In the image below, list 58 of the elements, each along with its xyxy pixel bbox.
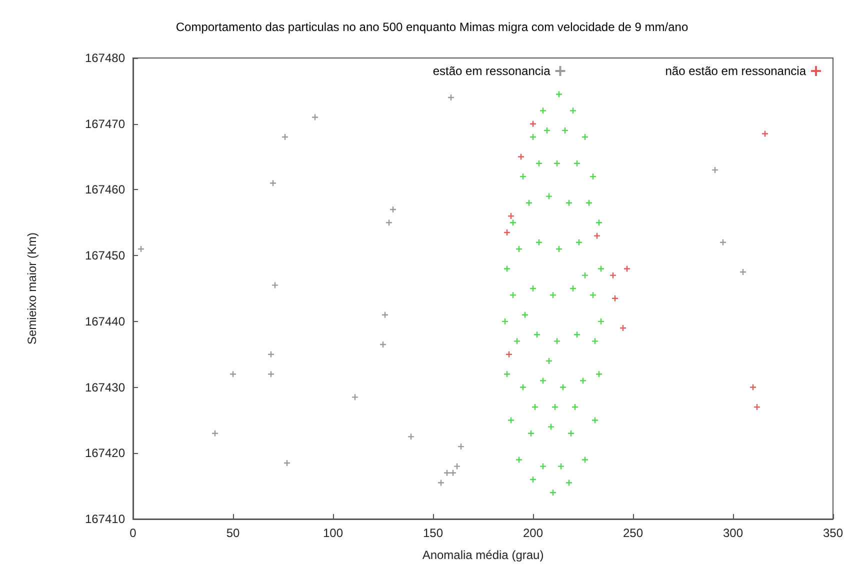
point [438, 480, 444, 486]
point [560, 384, 566, 390]
y-tick-label: 167460 [84, 182, 126, 197]
legend-label: não estão em ressonancia [665, 64, 806, 78]
point [352, 394, 358, 400]
y-tick-label: 167480 [84, 51, 126, 65]
point [570, 108, 576, 114]
point [540, 108, 546, 114]
legend-label: estão em ressonancia [432, 64, 551, 78]
point [272, 282, 278, 288]
point [554, 338, 560, 344]
point [408, 434, 414, 440]
x-tick-label: 50 [226, 526, 240, 540]
point [546, 193, 552, 200]
point [516, 456, 522, 463]
x-tick-label: 250 [622, 526, 644, 540]
point [520, 384, 526, 390]
y-tick-label: 167430 [84, 380, 126, 394]
point [382, 312, 388, 318]
point [548, 424, 554, 430]
point [598, 266, 604, 272]
x-tick-label: 300 [722, 526, 744, 540]
x-tick-label: 0 [130, 526, 137, 540]
point [540, 463, 546, 470]
x-tick-label: 350 [822, 526, 844, 540]
point [580, 378, 586, 384]
y-axis-title: Semieixo maior (Km) [25, 232, 39, 345]
point [508, 417, 514, 424]
point [610, 272, 616, 278]
x-tick-label: 200 [522, 526, 544, 540]
point [550, 490, 556, 496]
x-tick-label: 150 [422, 526, 444, 540]
chart-title: Comportamento das particulas no ano 500 enquanto Mimas migra com velocidade de 9 mm/ano [176, 20, 688, 34]
point [514, 338, 520, 344]
y-tick-label: 167470 [84, 116, 126, 131]
point [518, 154, 524, 160]
point [582, 456, 588, 463]
y-tick-label: 167420 [84, 446, 126, 460]
point [556, 91, 562, 98]
point [522, 312, 528, 318]
point [762, 130, 768, 137]
point [624, 266, 630, 272]
y-tick-label: 167440 [84, 314, 126, 328]
x-tick-label: 100 [322, 526, 344, 540]
x-axis-title: Anomalia média (grau) [422, 548, 544, 562]
point [504, 266, 510, 272]
y-tick-label: 167410 [84, 512, 126, 526]
point [558, 463, 564, 470]
point [592, 417, 598, 424]
point [454, 463, 460, 470]
point [582, 272, 588, 278]
point [750, 384, 756, 390]
point [594, 232, 600, 239]
point [592, 338, 598, 344]
point [312, 114, 318, 120]
y-tick-label: 167450 [84, 248, 126, 263]
point [566, 480, 572, 486]
point [540, 378, 546, 384]
